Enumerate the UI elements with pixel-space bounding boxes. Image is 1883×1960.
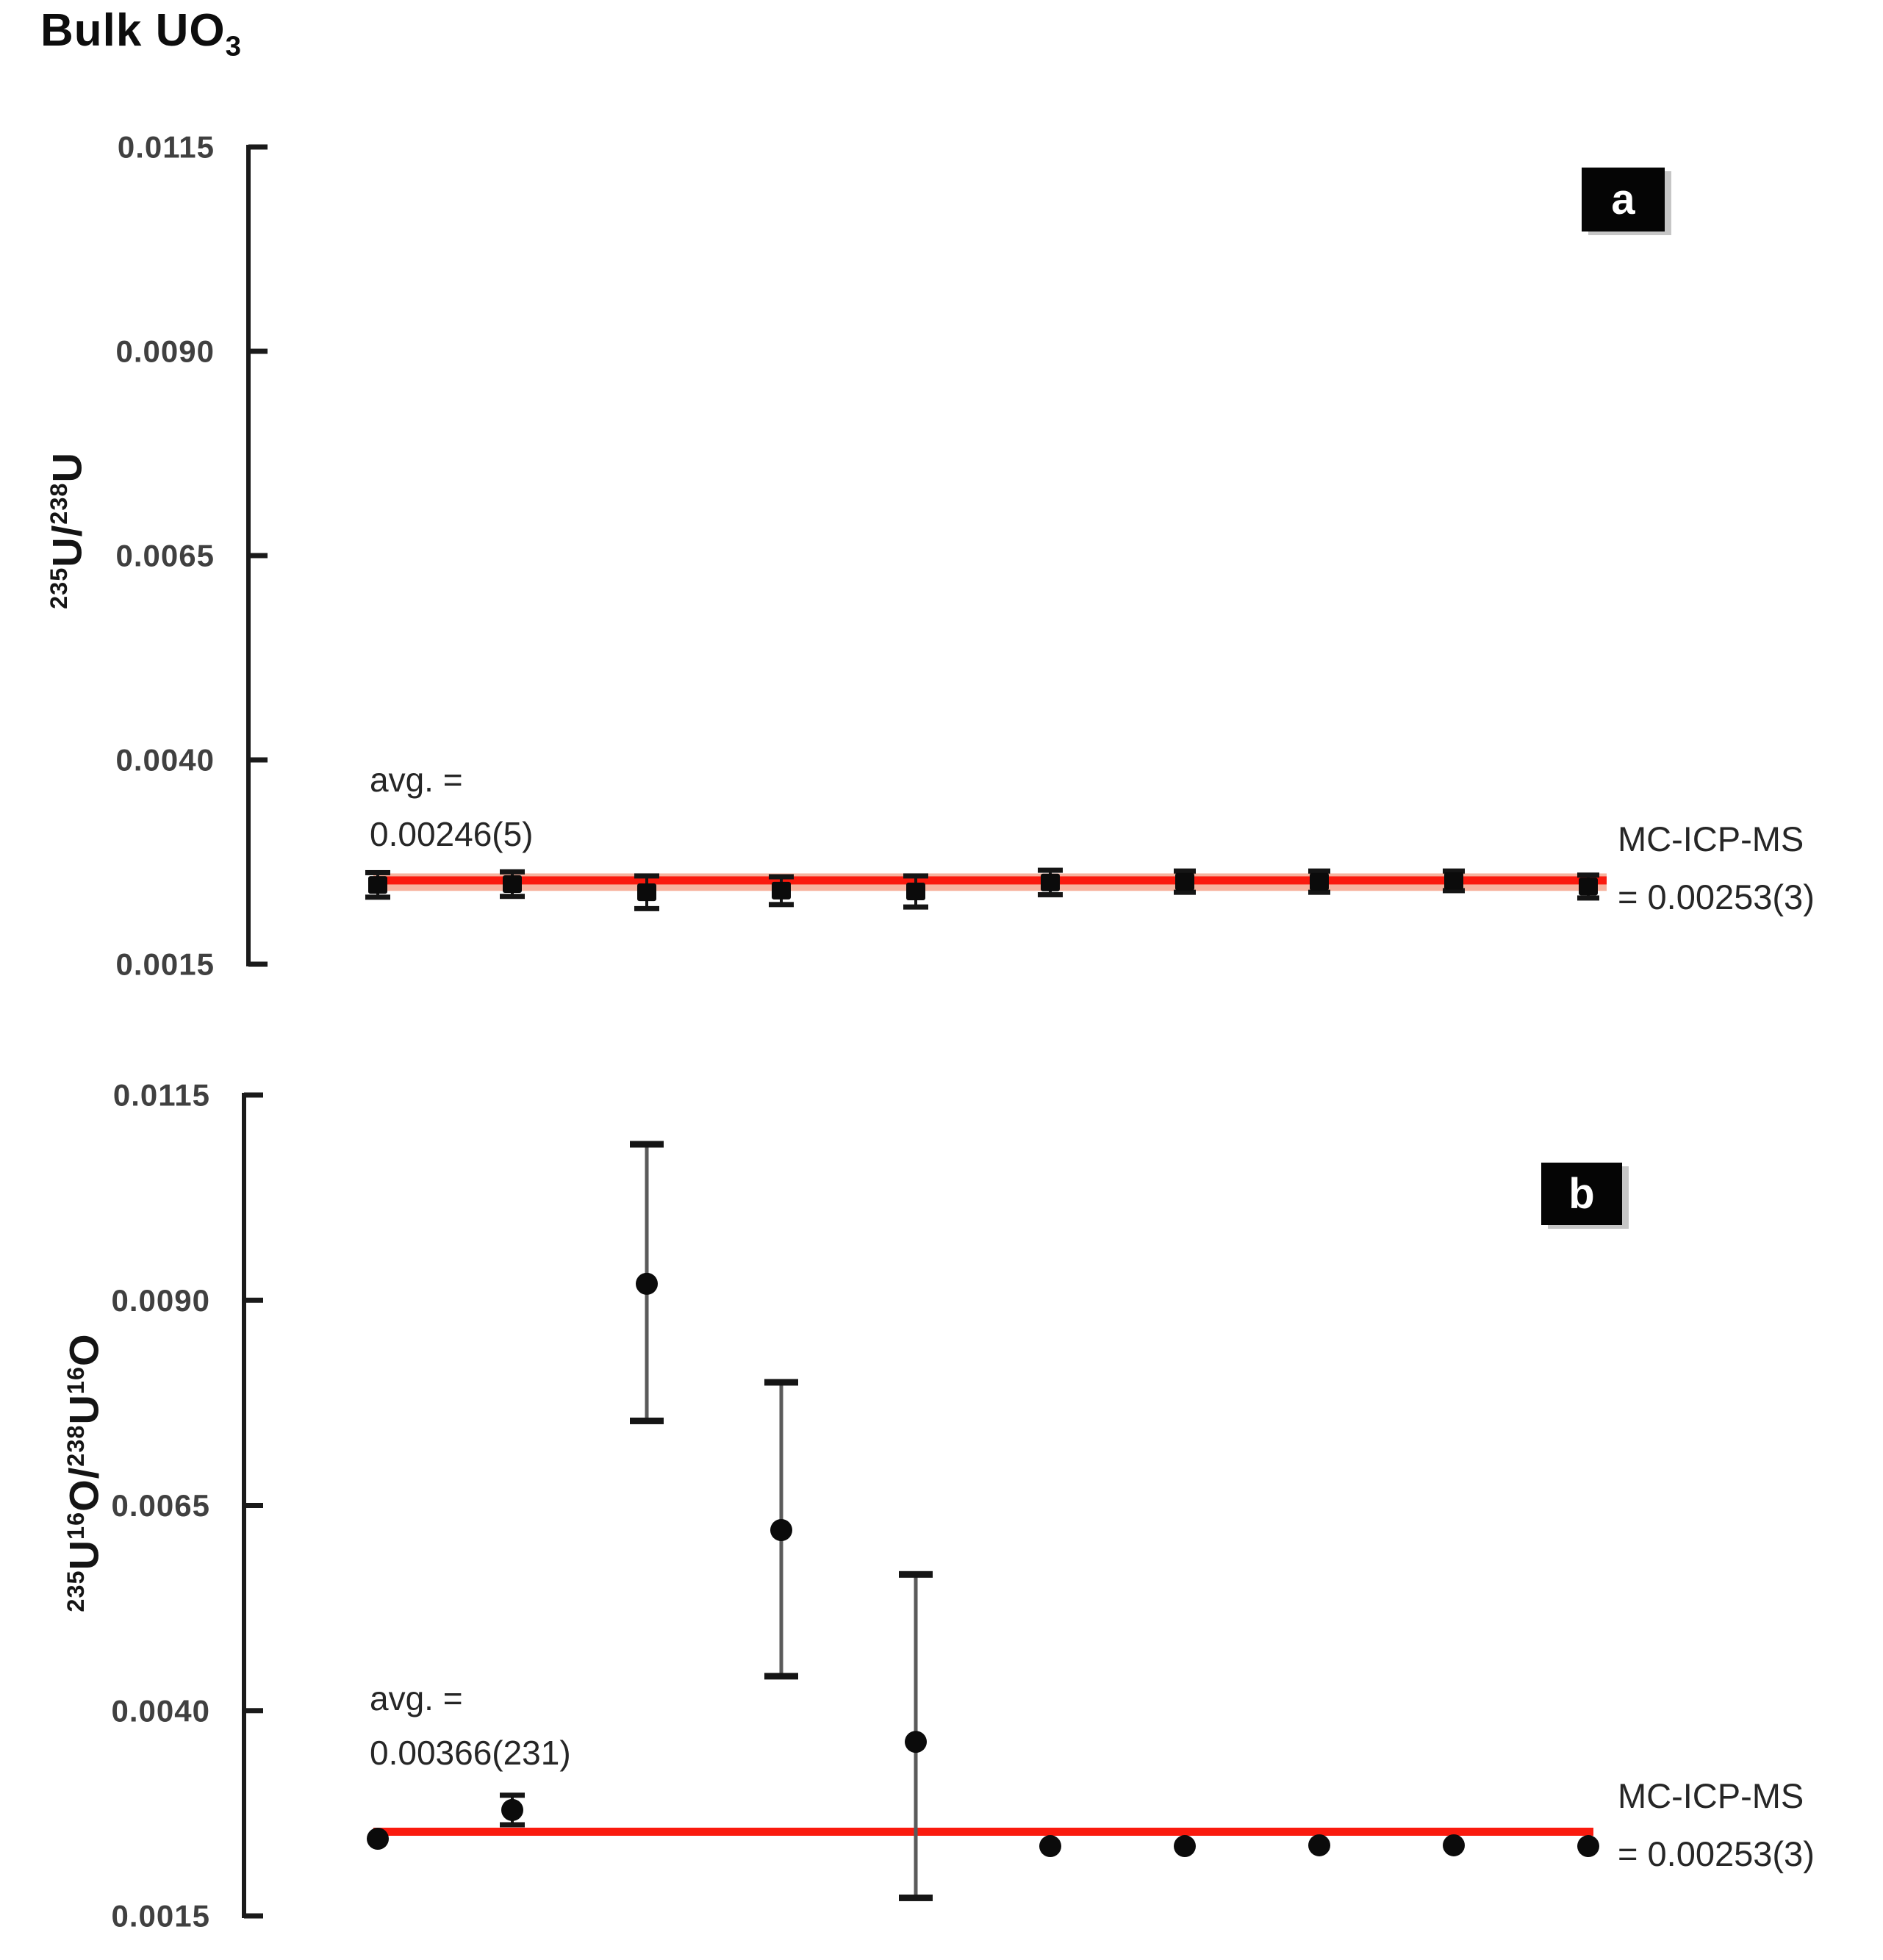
y-axis-tick-label: 0.0040 (112, 1693, 210, 1728)
error-bar-cap-top (634, 873, 659, 879)
error-bar-cap-top (365, 869, 390, 875)
error-bar-cap-bottom (764, 1673, 798, 1680)
isotope-superscript: 16 (62, 1365, 89, 1395)
panel-b-y-axis-label: 235U16O/238U16O (49, 1252, 107, 1693)
data-point-marker (1039, 1835, 1061, 1858)
panel-b-reference-value: = 0.00253(3) (1618, 1834, 1815, 1873)
data-point-marker (1579, 877, 1598, 896)
isotope-superscript: 238 (62, 1424, 89, 1467)
ylabel-text: U (43, 452, 90, 483)
y-axis-tick-label: 0.0015 (112, 1899, 210, 1934)
panel-a-average-value: 0.00246(5) (370, 815, 534, 853)
panel-b-average-value: 0.00366(231) (370, 1734, 571, 1772)
error-bar-cap-top (903, 873, 928, 879)
data-point-marker (367, 1828, 389, 1850)
figure-title: Bulk UO3 (40, 4, 242, 62)
ylabel-text: / (60, 1466, 107, 1479)
data-point-marker (905, 1731, 927, 1753)
data-point-marker (501, 1798, 523, 1821)
data-point-marker (636, 1272, 658, 1295)
figure-title-subscript: 3 (225, 30, 242, 62)
data-point-marker (1175, 872, 1194, 891)
error-bar-cap-top (1038, 867, 1063, 873)
y-axis-tick-label: 0.0090 (112, 1283, 210, 1318)
figure-title-text: Bulk UO (40, 5, 226, 56)
error-bar-cap-top (500, 869, 525, 875)
y-axis-tick-label: 0.0115 (118, 130, 215, 165)
panel-a-average-annotation: avg. = 0.00246(5) (370, 753, 534, 861)
error-bar-cap-bottom (903, 904, 928, 910)
error-bar-cap-bottom (1174, 889, 1196, 895)
y-axis-tick-label: 0.0065 (112, 1488, 210, 1523)
isotope-superscript: 235 (62, 1570, 89, 1612)
reference-line (373, 876, 1607, 885)
data-point-marker (770, 1519, 792, 1542)
isotope-superscript: 16 (62, 1511, 89, 1540)
panel-b-average-annotation: avg. = 0.00366(231) (370, 1671, 571, 1780)
error-bar-cap-bottom (365, 894, 390, 900)
reference-line (373, 1827, 1593, 1836)
data-point-marker (1310, 872, 1329, 891)
data-point-marker (772, 881, 791, 900)
panel-a-average-label: avg. = (370, 761, 463, 799)
ylabel-text: U (60, 1539, 107, 1570)
error-bar-cap-top (1577, 872, 1599, 878)
panel-a-badge: a (1582, 168, 1665, 231)
y-axis-tick-label: 0.0015 (116, 947, 215, 982)
data-point-marker (1444, 872, 1463, 890)
error-bar-cap-top (1308, 868, 1330, 874)
error-bar-cap-top (630, 1141, 664, 1148)
isotope-superscript: 235 (46, 567, 72, 609)
error-bar-cap-bottom (1577, 895, 1599, 901)
ylabel-text: U (60, 1394, 107, 1425)
isotope-superscript: 238 (46, 482, 72, 525)
panel-b-average-label: avg. = (370, 1679, 463, 1717)
error-bar-cap-top (764, 1379, 798, 1386)
error-bar-cap-bottom (630, 1417, 664, 1424)
data-point-marker (503, 875, 522, 894)
panel-b-badge: b (1541, 1163, 1622, 1225)
data-point-marker (906, 883, 925, 901)
panel-a-reference-value: = 0.00253(3) (1618, 877, 1815, 916)
panel-a-reference-label: MC-ICP-MS (1618, 819, 1804, 858)
error-bar-cap-bottom (634, 905, 659, 911)
error-bar-cap-top (899, 1570, 933, 1578)
y-axis-tick-label: 0.0065 (116, 539, 215, 573)
y-axis-tick-label: 0.0115 (113, 1078, 210, 1113)
data-point-marker (1041, 873, 1060, 891)
error-bar-cap-top (500, 1792, 525, 1798)
ylabel-text: O (60, 1333, 107, 1366)
error-bar-cap-top (769, 874, 794, 880)
data-point-marker (637, 883, 656, 902)
ylabel-text: U (43, 536, 90, 567)
data-point-marker (1577, 1835, 1599, 1858)
error-bar-cap-bottom (1443, 888, 1465, 894)
panel-a-reference-annotation: MC-ICP-MS = 0.00253(3) (1618, 810, 1815, 926)
error-bar-cap-bottom (1038, 891, 1063, 897)
error-bar-cap-bottom (500, 894, 525, 900)
y-axis-tick-label: 0.0090 (116, 334, 215, 369)
data-point-marker (1308, 1834, 1330, 1856)
panel-b-reference-label: MC-ICP-MS (1618, 1776, 1804, 1815)
ylabel-text: / (43, 524, 90, 537)
error-bar-cap-top (1443, 868, 1465, 874)
error-bar-cap-bottom (1308, 889, 1330, 895)
error-bar-cap-top (1174, 868, 1196, 874)
panel-b-reference-annotation: MC-ICP-MS = 0.00253(3) (1618, 1767, 1815, 1883)
data-point-marker (368, 876, 387, 894)
panel-a-y-axis-label: 235U/238U (32, 310, 90, 751)
data-point-marker (1443, 1834, 1465, 1856)
error-bar-cap-bottom (899, 1894, 933, 1901)
error-bar-cap-bottom (769, 902, 794, 908)
ylabel-text: O (60, 1479, 107, 1512)
error-bar-cap-bottom (500, 1822, 525, 1828)
y-axis-tick-label: 0.0040 (116, 743, 215, 778)
data-point-marker (1174, 1835, 1196, 1858)
